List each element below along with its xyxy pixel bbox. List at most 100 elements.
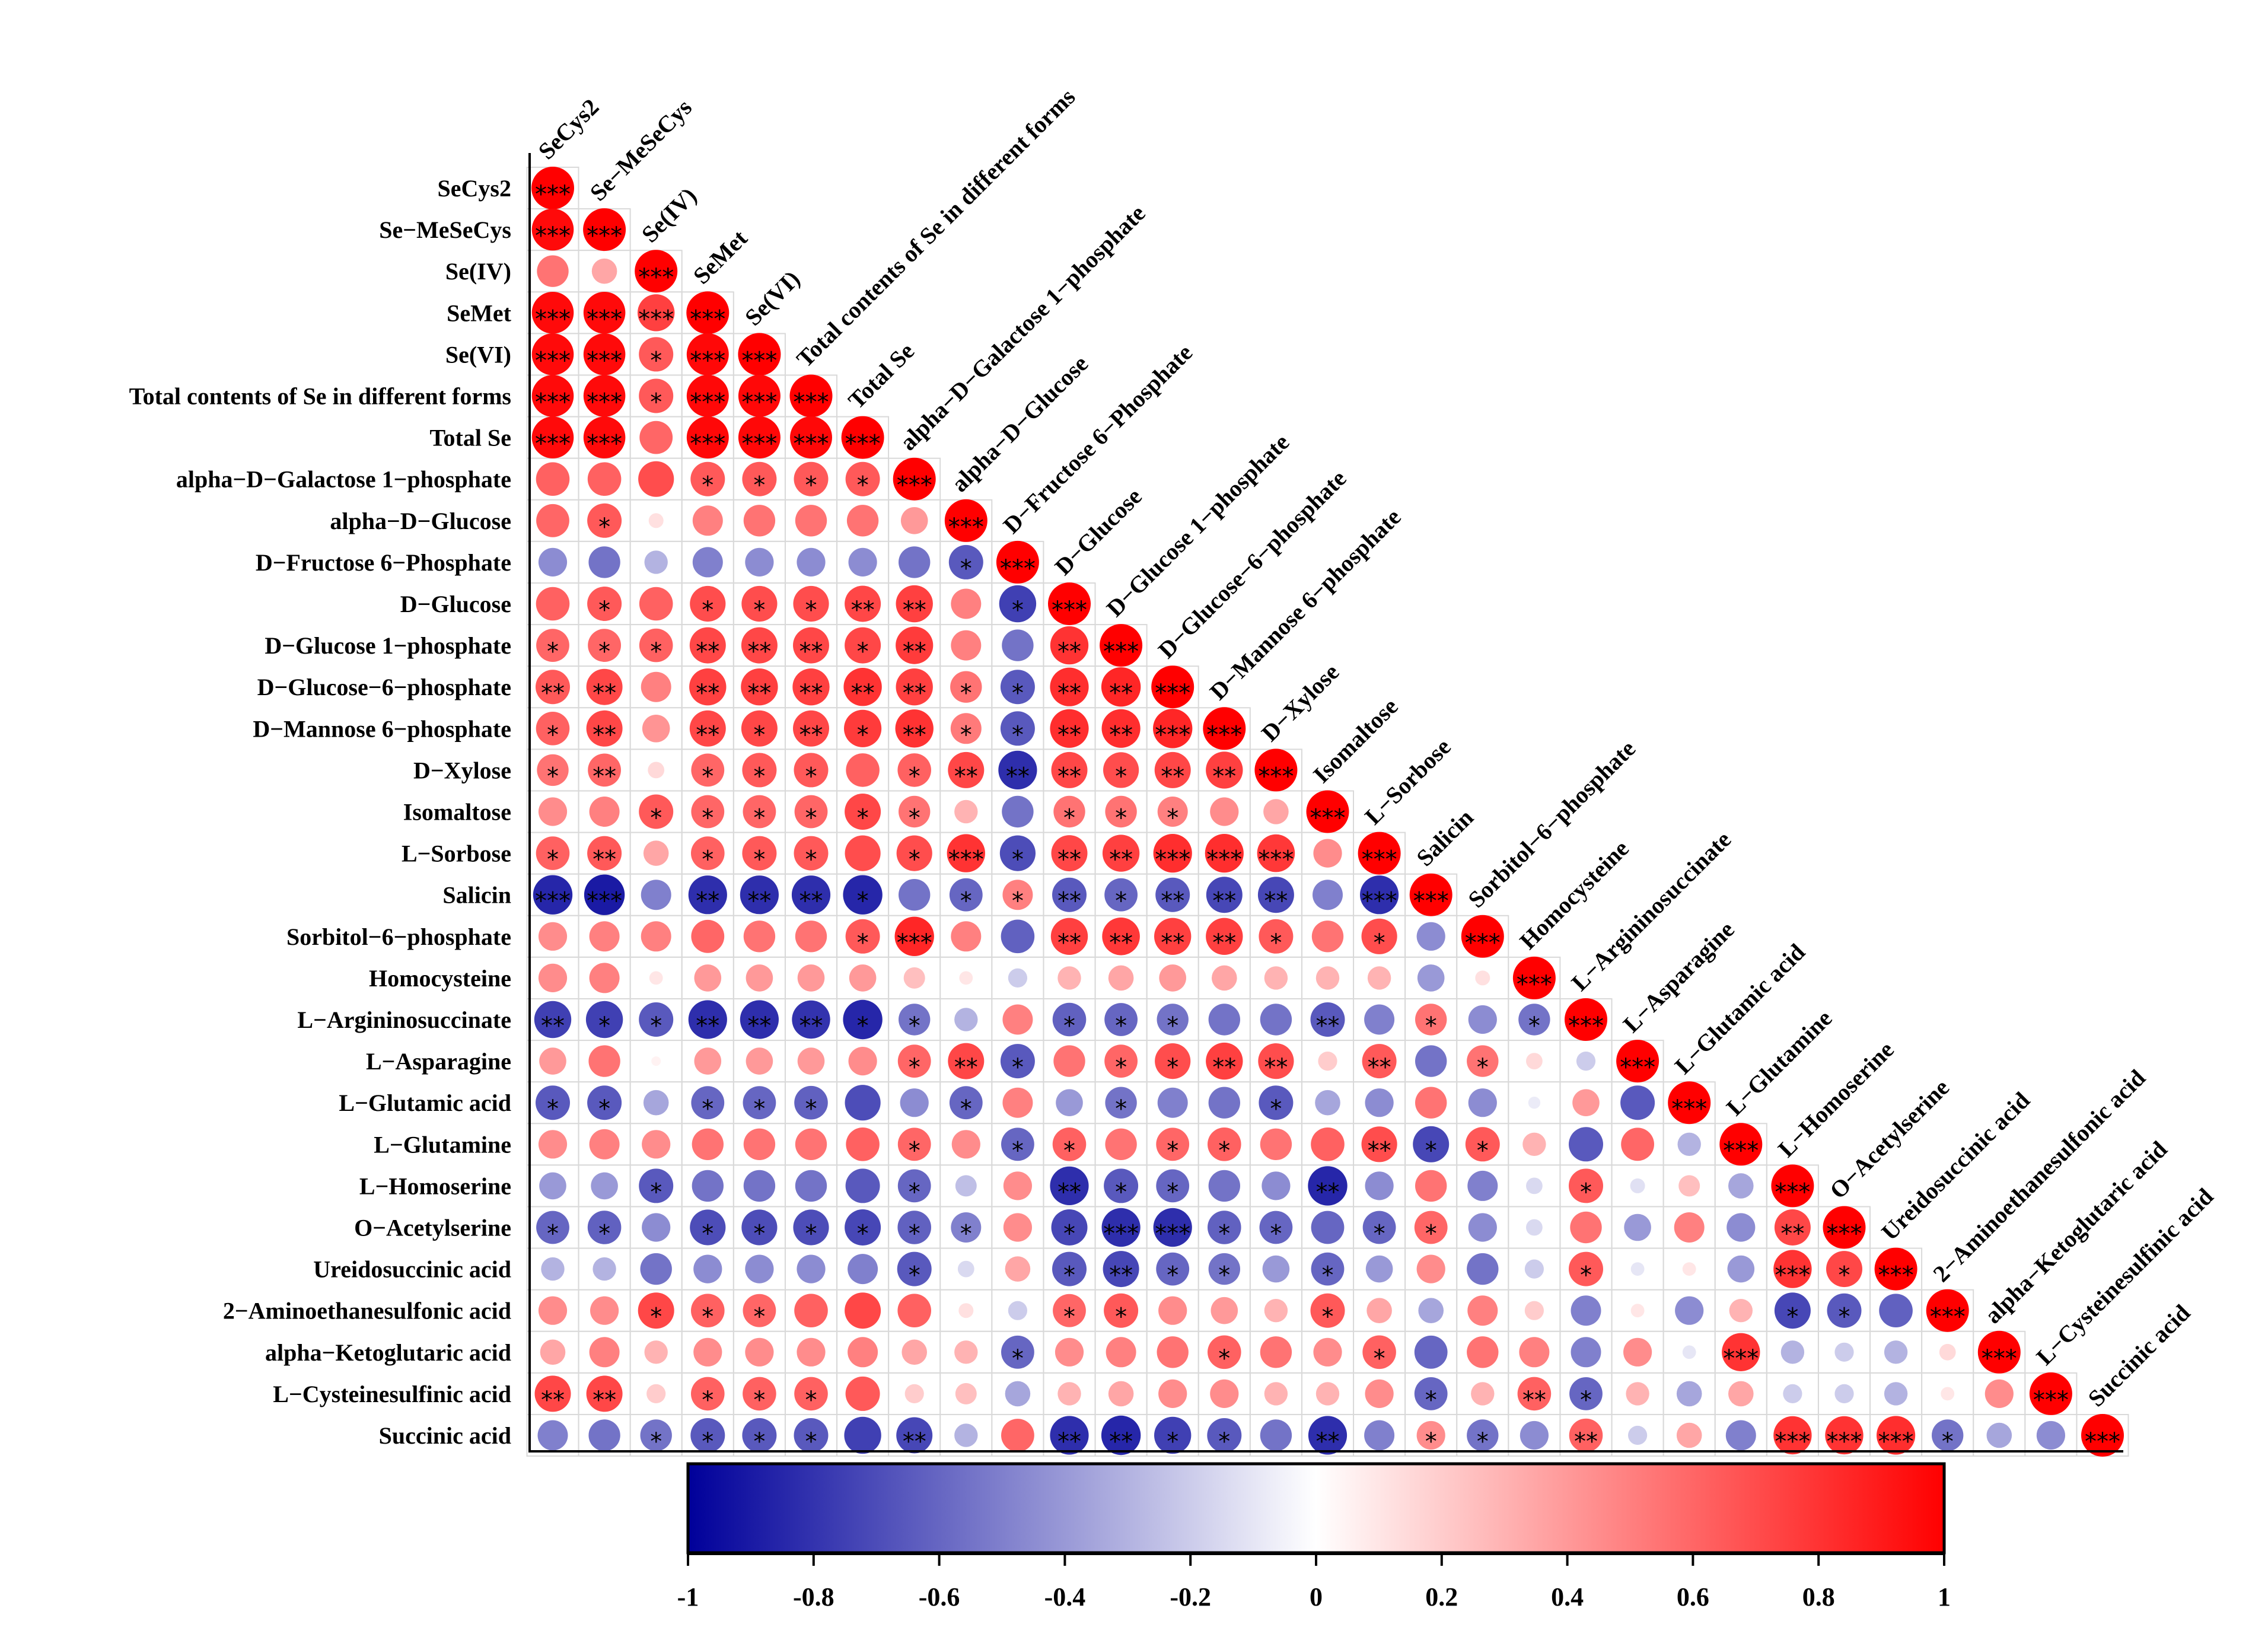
significance-star: *: [857, 1012, 869, 1040]
significance-star: *: [702, 763, 713, 790]
significance-star: *: [1012, 888, 1024, 915]
significance-star: **: [799, 1012, 823, 1040]
significance-star: ***: [638, 305, 674, 333]
significance-star: **: [747, 680, 771, 707]
significance-star: **: [1161, 888, 1184, 915]
significance-star: *: [1425, 1221, 1437, 1248]
significance-star: *: [702, 846, 713, 874]
significance-star: *: [857, 1221, 869, 1248]
correlation-circle: [1050, 1166, 1089, 1205]
correlation-circle: [845, 1376, 880, 1411]
correlation-circle: [639, 1002, 674, 1037]
correlation-circle: [1621, 1127, 1655, 1161]
row-label-l-glutamic-acid: L−Glutamic acid: [339, 1090, 511, 1116]
correlation-circle: [539, 1047, 566, 1075]
significance-star: *: [1425, 1137, 1437, 1164]
correlation-circle: [1311, 920, 1344, 953]
correlation-circle: [1259, 1085, 1294, 1120]
significance-star: *: [547, 846, 559, 874]
significance-star: *: [1839, 1304, 1850, 1331]
significance-star: *: [598, 1012, 610, 1040]
colorbar-tick-label: -0.2: [1170, 1582, 1211, 1611]
significance-star: ***: [741, 431, 777, 458]
correlation-circle: [904, 1384, 924, 1403]
significance-star: ***: [535, 431, 571, 458]
correlation-circle: [1050, 918, 1088, 955]
correlation-circle: [639, 378, 674, 413]
correlation-circle: [587, 503, 622, 538]
significance-star: *: [547, 1095, 559, 1123]
correlation-circle: [531, 167, 574, 209]
significance-star: *: [650, 805, 662, 832]
correlation-circle: [1620, 1085, 1655, 1120]
correlation-circle: [896, 835, 932, 871]
correlation-circle: [845, 919, 880, 954]
correlation-circle: [690, 1209, 726, 1246]
significance-star: **: [541, 1387, 565, 1414]
correlation-circle: [1630, 1262, 1645, 1276]
correlation-circle: [790, 416, 832, 459]
correlation-circle: [1571, 1337, 1601, 1368]
correlation-circle: [1103, 1251, 1139, 1288]
correlation-circle: [1315, 1382, 1340, 1406]
correlation-circle: [742, 1418, 777, 1453]
row-label-alpha-d-galactose-1-phosphate: alpha−D−Galactose 1−phosphate: [176, 466, 511, 493]
correlation-circle: [746, 1047, 773, 1075]
correlation-circle: [897, 1211, 931, 1244]
significance-star: ***: [690, 347, 725, 374]
correlation-circle: [1101, 709, 1141, 748]
correlation-circle: [1471, 1382, 1495, 1406]
correlation-circle: [846, 1127, 880, 1161]
correlation-circle: [1415, 1004, 1447, 1036]
correlation-circle: [959, 971, 973, 985]
significance-star: **: [696, 638, 719, 665]
significance-star: **: [696, 721, 719, 748]
correlation-circle: [537, 255, 569, 287]
correlation-circle: [740, 875, 779, 915]
row-label-salicin: Salicin: [442, 882, 511, 909]
correlation-circle: [1725, 1420, 1756, 1451]
significance-star: *: [650, 638, 662, 665]
correlation-circle: [1926, 1289, 1969, 1332]
significance-star: **: [541, 1012, 565, 1040]
correlation-circle: [1050, 709, 1089, 748]
correlation-circle: [1156, 1127, 1190, 1161]
significance-star: *: [1528, 1012, 1540, 1040]
correlation-circle: [795, 505, 827, 537]
significance-star: ***: [535, 347, 571, 374]
correlation-circle: [797, 1047, 825, 1075]
correlation-circle: [745, 547, 774, 577]
row-label-d-fructose-6-phosphate: D−Fructose 6−Phosphate: [256, 549, 511, 576]
significance-star: *: [598, 1095, 610, 1123]
correlation-circle: [1467, 1045, 1499, 1077]
significance-star: **: [799, 721, 823, 748]
correlation-circle: [688, 1000, 727, 1039]
significance-star: *: [1115, 1304, 1127, 1331]
significance-star: *: [1839, 1262, 1850, 1289]
significance-star: *: [1942, 1428, 1954, 1455]
significance-star: *: [857, 638, 869, 665]
significance-star: **: [1109, 721, 1133, 748]
column-label-se-vi: Se(VI): [740, 265, 805, 330]
correlation-circle: [743, 505, 776, 537]
correlation-circle: [954, 800, 978, 824]
significance-star: ***: [1930, 1304, 1966, 1331]
correlation-circle: [1207, 1418, 1242, 1453]
correlation-circle: [743, 1170, 776, 1202]
correlation-circle: [845, 461, 880, 496]
row-label-se-vi: Se(VI): [445, 341, 511, 368]
correlation-circle: [1101, 667, 1141, 707]
significance-star: **: [1212, 1054, 1236, 1081]
correlation-circle: [641, 880, 671, 910]
correlation-circle: [738, 333, 781, 376]
significance-star: *: [1580, 1178, 1592, 1206]
correlation-circle: [1984, 1379, 2014, 1408]
significance-star: **: [593, 846, 616, 874]
significance-star: ***: [741, 389, 777, 416]
correlation-circle: [951, 1212, 982, 1243]
significance-star: **: [747, 888, 771, 915]
correlation-circle: [742, 753, 777, 788]
correlation-circle: [1260, 1336, 1292, 1368]
row-label-homocysteine: Homocysteine: [369, 965, 511, 992]
correlation-circle: [954, 1340, 978, 1364]
